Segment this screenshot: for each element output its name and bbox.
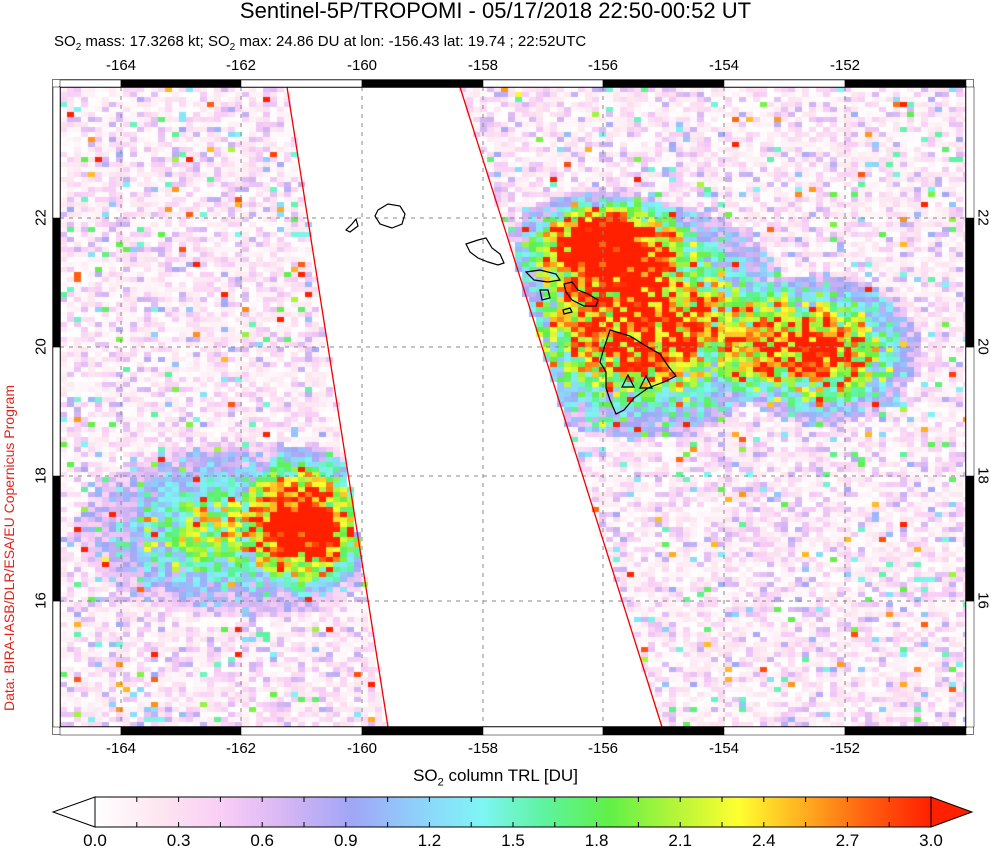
axis-bar-segment (52, 346, 61, 477)
plot-border (59, 86, 967, 728)
axis-bar-segment (52, 86, 61, 219)
niihau-coastline (344, 217, 359, 233)
swath-edge-right (459, 86, 663, 728)
lon-tick-label: -156 (587, 740, 619, 757)
axis-bar-segment (59, 726, 122, 736)
colorbar-tick-label: 3.0 (919, 831, 943, 850)
lon-tick-label: -164 (105, 57, 137, 74)
colorbar-tick-label: 2.4 (751, 831, 776, 850)
axis-bar-segment (59, 79, 122, 88)
axis-bar-segment (52, 475, 61, 602)
axis-bar-segment (965, 86, 975, 219)
lat-tick-label: 16 (32, 592, 50, 609)
so2-map (60, 87, 966, 727)
axis-bar-segment (723, 726, 846, 736)
volcano-marker-icon (621, 373, 635, 388)
axis-bar-segment (965, 475, 975, 602)
kauai-coastline (374, 203, 406, 229)
axis-bar-segment (240, 79, 363, 88)
lon-tick-label: -154 (708, 740, 740, 757)
volcano-marker-icon (639, 374, 653, 389)
lat-tick-label: 22 (32, 209, 50, 226)
lon-tick-label: -160 (346, 57, 378, 74)
axis-bar-segment (361, 726, 484, 736)
axis-bar-segment (361, 79, 484, 88)
colorbar-tick-label: 0.0 (83, 831, 107, 850)
oahu-coastline (465, 237, 505, 266)
lon-tick-label: -152 (829, 57, 861, 74)
axis-bar-segment (965, 217, 975, 348)
colorbar-min-arrow-icon (51, 796, 96, 828)
lon-tick-label: -156 (587, 57, 619, 74)
axis-bar-segment (844, 726, 967, 736)
hawaii-coastline (599, 329, 677, 415)
colorbar-tick-label: 1.8 (584, 831, 609, 850)
axis-bar-segment (965, 346, 975, 477)
lanai-coastline (539, 289, 551, 301)
lon-tick-label: -158 (467, 740, 499, 757)
so2-summary: SO2 mass: 17.3268 kt; SO2 max: 24.86 DU … (54, 33, 587, 53)
molokai-coastline (524, 269, 562, 283)
lat-tick-label: 16 (974, 592, 991, 609)
axis-bar-segment (602, 726, 725, 736)
lon-tick-label: -162 (225, 57, 257, 74)
colorbar-tick-label: 0.9 (333, 831, 358, 850)
axis-bar-segment (52, 600, 61, 728)
lat-tick-label: 20 (32, 338, 50, 355)
axis-bar-segment (120, 726, 242, 736)
lon-tick-label: -152 (829, 740, 861, 757)
colorbar-tick-label: 1.2 (417, 831, 442, 850)
colorbar-tick-label: 0.6 (250, 831, 275, 850)
colorbar-tick-label: 2.7 (835, 831, 860, 850)
lat-tick-label: 20 (974, 338, 991, 355)
axis-bar-segment (120, 79, 242, 88)
axis-bar-segment (602, 79, 725, 88)
lat-tick-label: 18 (974, 467, 991, 484)
colorbar-tick-label: 2.1 (668, 831, 693, 850)
axis-bar-segment (844, 79, 967, 88)
lon-tick-label: -160 (346, 740, 378, 757)
kahoolawe-coastline (562, 307, 573, 315)
axis-bar-segment (965, 600, 975, 728)
lon-tick-label: -158 (467, 57, 499, 74)
axis-bar-segment (52, 217, 61, 348)
maui-coastline (563, 281, 599, 307)
colorbar-tick-label: 1.5 (501, 831, 525, 850)
colorbar-max-arrow-icon (930, 796, 974, 828)
axis-bar-segment (240, 726, 363, 736)
colorbar-tick-label: 0.3 (166, 831, 191, 850)
colorbar-label: SO2 column TRL [DU] (413, 766, 578, 789)
axis-bar-segment (482, 79, 604, 88)
lon-tick-label: -154 (708, 57, 740, 74)
axis-bar-segment (723, 79, 846, 88)
swath-edge-left (286, 86, 389, 728)
axis-bar-segment (482, 726, 604, 736)
lon-tick-label: -162 (225, 740, 257, 757)
lon-tick-label: -164 (105, 740, 137, 757)
lat-tick-label: 22 (974, 209, 991, 226)
map-title: Sentinel-5P/TROPOMI - 05/17/2018 22:50-0… (239, 0, 752, 23)
lat-tick-label: 18 (32, 467, 50, 484)
